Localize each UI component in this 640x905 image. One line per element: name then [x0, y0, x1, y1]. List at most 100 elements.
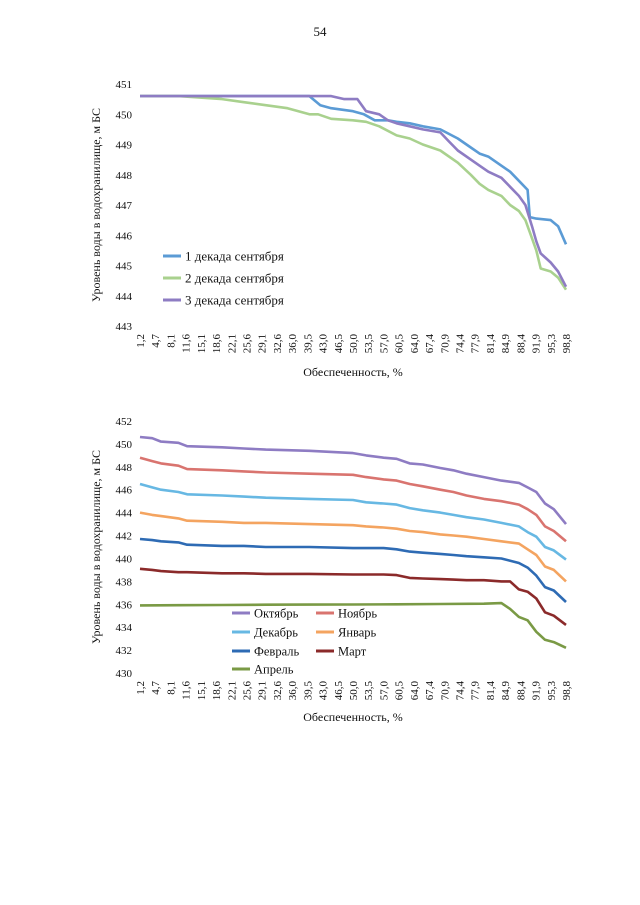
page-number: 54 — [313, 24, 327, 39]
legend-label: Октябрь — [254, 607, 299, 621]
x-tick-label: 57,0 — [378, 681, 390, 701]
x-tick-label: 46,5 — [333, 334, 345, 354]
x-tick-label: 8,1 — [165, 334, 177, 348]
x-tick-label: 43,0 — [318, 334, 330, 354]
x-tick-label: 64,0 — [409, 681, 421, 701]
x-tick-label: 25,6 — [242, 681, 254, 701]
y-tick-label: 438 — [116, 576, 133, 588]
x-tick-label: 70,9 — [439, 681, 451, 701]
x-tick-label: 15,1 — [196, 681, 208, 700]
x-tick-label: 57,0 — [378, 334, 390, 354]
y-tick-label: 440 — [116, 553, 133, 565]
x-tick-label: 91,9 — [531, 681, 543, 701]
chart-september-decades: 443 444 445 446 447 448 449 450 451 1,2 4,7 8,1 11,6… — [89, 79, 573, 379]
legend-label: Февраль — [254, 645, 299, 659]
x-tick-label: 15,1 — [196, 334, 208, 353]
series-line — [139, 537, 567, 603]
x-tick-label: 22,1 — [226, 681, 238, 700]
x-tick-label: 95,3 — [546, 681, 558, 701]
y-tick-label: 451 — [116, 79, 133, 91]
y-tick-label: 446 — [116, 230, 133, 242]
y-tick-label: 446 — [116, 485, 133, 497]
x-tick-label: 98,8 — [561, 334, 573, 354]
series-line — [139, 511, 567, 583]
y-tick-label: 444 — [116, 508, 133, 520]
y-tick-label: 447 — [116, 200, 133, 212]
x-tick-label: 60,5 — [394, 334, 406, 354]
x-tick-label: 43,0 — [318, 681, 330, 701]
x-tick-label: 32,6 — [272, 681, 284, 701]
x-tick-label: 88,4 — [515, 681, 527, 701]
y-tick-label: 444 — [116, 291, 133, 303]
y-tick-label: 436 — [116, 599, 133, 611]
y-tick-label: 442 — [116, 531, 133, 543]
y-axis-label: Уровень воды в водохранилище, м БС — [89, 108, 103, 302]
y-tick-label: 450 — [116, 109, 133, 121]
x-tick-label: 84,9 — [500, 681, 512, 701]
legend-label: Март — [338, 645, 367, 659]
legend-label: 3 декада сентября — [185, 293, 284, 308]
x-tick-label: 70,9 — [439, 334, 451, 354]
x-axis-label: Обеспеченность, % — [303, 710, 403, 724]
x-tick-label: 53,5 — [363, 681, 375, 701]
legend-label: 1 декада сентября — [185, 249, 284, 264]
x-tick-label: 22,1 — [226, 334, 238, 353]
legend-label: Декабрь — [254, 626, 298, 640]
y-tick-label: 448 — [116, 462, 133, 474]
x-tick-label: 39,5 — [302, 681, 314, 701]
legend-label: 2 декада сентября — [185, 271, 284, 286]
x-tick-label: 39,5 — [302, 334, 314, 354]
series-line — [139, 435, 568, 525]
y-tick-label: 443 — [116, 321, 133, 333]
x-tick-label: 81,4 — [485, 681, 497, 701]
x-tick-label: 4,7 — [150, 334, 162, 348]
x-tick-label: 11,6 — [181, 681, 193, 700]
x-tick-label: 29,1 — [257, 681, 269, 700]
x-tick-label: 46,5 — [333, 681, 345, 701]
y-tick-label: 434 — [116, 622, 133, 634]
y-tick-label: 450 — [116, 439, 133, 451]
y-tick-label: 432 — [116, 645, 133, 657]
y-tick-label: 449 — [116, 140, 133, 152]
x-tick-label: 50,0 — [348, 681, 360, 701]
series-line — [139, 482, 567, 561]
x-tick-label: 36,0 — [287, 334, 299, 354]
x-tick-label: 60,5 — [394, 681, 406, 701]
x-tick-label: 36,0 — [287, 681, 299, 701]
x-tick-label: 32,6 — [272, 334, 284, 354]
legend-label: Ноябрь — [338, 607, 377, 621]
legend-label: Апрель — [254, 663, 294, 677]
y-tick-label: 430 — [116, 668, 133, 680]
series-line — [140, 94, 568, 291]
x-tick-label: 18,6 — [211, 334, 223, 354]
x-tick-label: 74,4 — [455, 681, 467, 701]
x-tick-label: 81,4 — [485, 334, 497, 354]
x-tick-label: 11,6 — [181, 334, 193, 353]
x-tick-label: 77,9 — [470, 334, 482, 354]
series-line — [139, 601, 567, 649]
series-line — [139, 456, 567, 543]
x-tick-label: 77,9 — [470, 681, 482, 701]
series-line — [139, 567, 567, 626]
x-tick-label: 74,4 — [455, 334, 467, 354]
x-tick-label: 67,4 — [424, 681, 436, 701]
y-tick-label: 445 — [116, 261, 133, 273]
x-tick-label: 53,5 — [363, 334, 375, 354]
series-line — [140, 94, 568, 245]
y-tick-label: 448 — [116, 170, 133, 182]
x-tick-label: 91,9 — [531, 334, 543, 354]
y-tick-label: 452 — [116, 416, 133, 428]
x-tick-label: 98,8 — [561, 681, 573, 701]
x-tick-label: 4,7 — [150, 681, 162, 695]
x-tick-label: 64,0 — [409, 334, 421, 354]
x-tick-label: 29,1 — [257, 334, 269, 353]
x-tick-label: 50,0 — [348, 334, 360, 354]
x-tick-label: 95,3 — [546, 334, 558, 354]
x-tick-label: 88,4 — [515, 334, 527, 354]
x-tick-label: 25,6 — [242, 334, 254, 354]
y-axis-label: Уровень воды в водохранилище, м БС — [89, 450, 103, 644]
x-tick-label: 1,2 — [135, 334, 147, 348]
x-tick-label: 1,2 — [135, 681, 147, 695]
x-axis-label: Обеспеченность, % — [303, 365, 403, 379]
